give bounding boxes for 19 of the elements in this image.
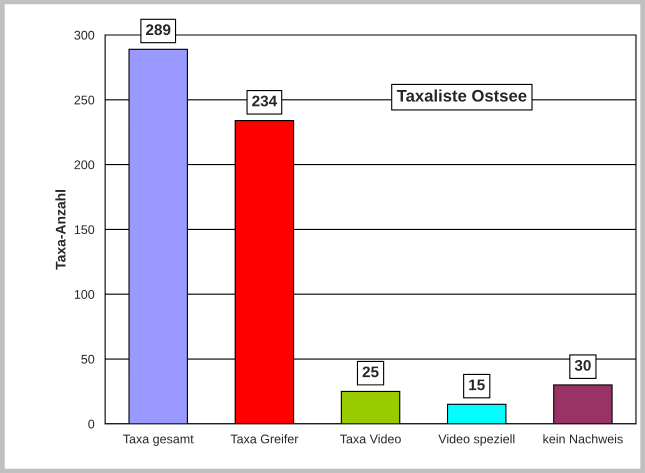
y-axis-title: Taxa-Anzahl xyxy=(55,190,66,270)
x-tick-label: Video speziell xyxy=(438,434,514,446)
y-tick-label: 250 xyxy=(74,96,94,104)
data-label: 15 xyxy=(469,380,485,390)
x-tick-label: Taxa Video xyxy=(340,434,401,444)
data-label: 289 xyxy=(146,24,170,36)
y-tick-label: 0 xyxy=(88,420,94,428)
data-label: 30 xyxy=(574,360,591,371)
x-tick-label: kein Nachweis xyxy=(543,434,623,444)
y-tick-label: 100 xyxy=(74,290,94,299)
y-tick-label: 200 xyxy=(74,160,94,170)
data-label: 234 xyxy=(252,96,278,106)
data-label: 25 xyxy=(362,366,379,378)
y-tick-label: 50 xyxy=(81,354,94,364)
text: Taxaliste Ostsee xyxy=(396,89,526,102)
x-tick-label: Taxa gesamt xyxy=(123,434,194,446)
x-tick-label: Taxa Greifer xyxy=(230,434,298,444)
y-tick-label: 150 xyxy=(74,225,94,234)
y-tick-label: 300 xyxy=(74,30,94,40)
